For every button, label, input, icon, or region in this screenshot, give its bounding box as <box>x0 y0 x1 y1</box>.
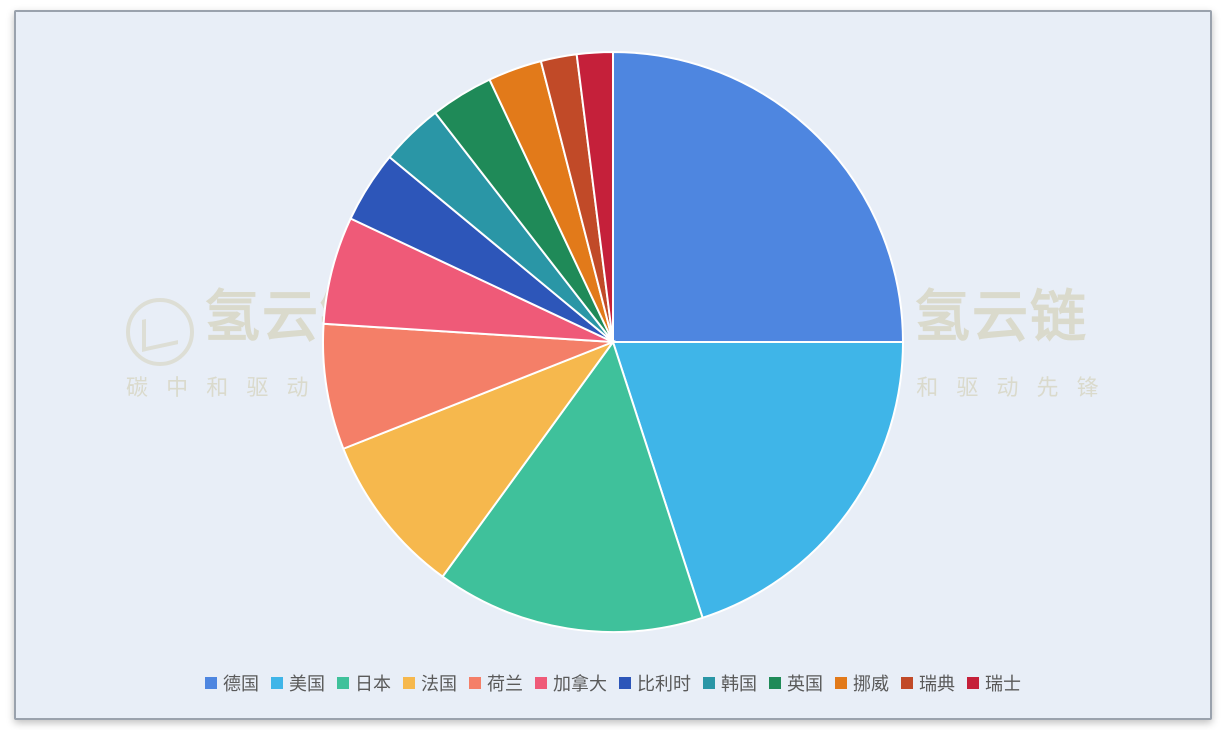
legend-label: 加拿大 <box>553 670 607 696</box>
legend-swatch-icon <box>535 677 547 689</box>
legend-swatch-icon <box>769 677 781 689</box>
legend-item: 英国 <box>769 670 823 696</box>
legend-item: 韩国 <box>703 670 757 696</box>
legend-label: 挪威 <box>853 670 889 696</box>
legend-label: 韩国 <box>721 670 757 696</box>
legend-swatch-icon <box>271 677 283 689</box>
chart-outer: 氢云链 碳 中 和 驱 动 先 锋 氢云链 碳 中 和 驱 动 先 锋 德国美国… <box>0 0 1226 730</box>
legend-item: 荷兰 <box>469 670 523 696</box>
legend-swatch-icon <box>337 677 349 689</box>
legend-item: 法国 <box>403 670 457 696</box>
chart-area: 德国 美国 日本 法国 荷兰 加拿大 比利时 韩国 英国 挪威 瑞典 瑞士 <box>16 12 1210 718</box>
legend-swatch-icon <box>403 677 415 689</box>
legend-swatch-icon <box>205 677 217 689</box>
legend-swatch-icon <box>619 677 631 689</box>
legend-swatch-icon <box>901 677 913 689</box>
legend-item: 美国 <box>271 670 325 696</box>
legend-swatch-icon <box>469 677 481 689</box>
legend-swatch-icon <box>967 677 979 689</box>
pie-chart <box>313 42 913 642</box>
chart-card: 氢云链 碳 中 和 驱 动 先 锋 氢云链 碳 中 和 驱 动 先 锋 德国美国… <box>14 10 1212 720</box>
legend-label: 日本 <box>355 670 391 696</box>
legend-label: 美国 <box>289 670 325 696</box>
legend-label: 瑞典 <box>919 670 955 696</box>
legend-item: 加拿大 <box>535 670 607 696</box>
legend-item: 日本 <box>337 670 391 696</box>
legend-swatch-icon <box>835 677 847 689</box>
pie-svg <box>313 42 913 642</box>
legend-label: 德国 <box>223 670 259 696</box>
legend-label: 英国 <box>787 670 823 696</box>
legend-label: 比利时 <box>637 670 691 696</box>
legend-item: 瑞典 <box>901 670 955 696</box>
legend-item: 德国 <box>205 670 259 696</box>
legend-item: 瑞士 <box>967 670 1021 696</box>
legend-label: 瑞士 <box>985 670 1021 696</box>
legend-label: 法国 <box>421 670 457 696</box>
legend-swatch-icon <box>703 677 715 689</box>
legend: 德国 美国 日本 法国 荷兰 加拿大 比利时 韩国 英国 挪威 瑞典 瑞士 <box>16 670 1210 696</box>
legend-label: 荷兰 <box>487 670 523 696</box>
pie-slice <box>613 52 903 342</box>
legend-item: 挪威 <box>835 670 889 696</box>
legend-item: 比利时 <box>619 670 691 696</box>
